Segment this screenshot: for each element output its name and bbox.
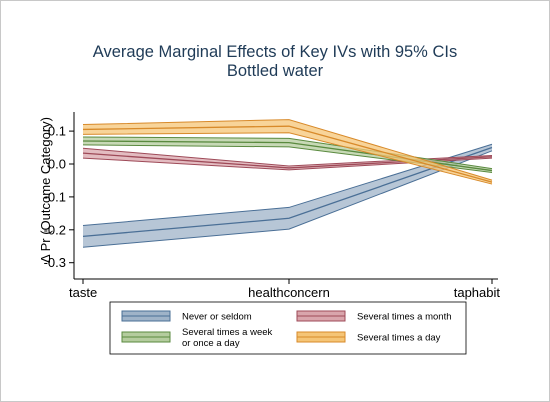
- y-tick-label: -0.1: [44, 189, 66, 204]
- chart-title: Average Marginal Effects of Key IVs with…: [93, 43, 457, 61]
- plot-area: [82, 119, 493, 248]
- legend-item-4: Several times a day: [296, 331, 441, 344]
- legend-label: Never or seldom: [182, 312, 252, 323]
- series-4: [82, 119, 493, 185]
- legend: Never or seldom Several times a month Seve…: [109, 301, 467, 355]
- ci-lower-line-series-1: [82, 150, 493, 248]
- y-tick-label: 0.1: [48, 124, 66, 139]
- chart-subtitle: Bottled water: [227, 62, 324, 80]
- y-tick-label: -0.3: [44, 255, 66, 270]
- ci-band-series-3: [83, 137, 492, 173]
- legend-item-2: Several times a month: [296, 310, 452, 323]
- legend-label: or once a day: [182, 338, 240, 349]
- ci-lower-line-series-4: [82, 132, 493, 185]
- legend-label: Several times a week: [182, 327, 273, 338]
- ci-band-series-1: [83, 144, 492, 248]
- estimate-line-series-4: [82, 125, 493, 183]
- ci-upper-line-series-4: [82, 119, 493, 181]
- estimate-line-series-1: [82, 146, 493, 238]
- y-tick-label: 0.0: [48, 157, 66, 172]
- x-tick-label: healthconcern: [248, 285, 330, 300]
- y-tick-label: -0.2: [44, 222, 66, 237]
- y-axis-label: Δ Pr (Outcome Category): [38, 117, 53, 263]
- legend-item-1: Never or seldom: [121, 310, 252, 323]
- legend-box: [109, 301, 467, 355]
- legend-label: Several times a month: [357, 312, 452, 323]
- legend-label: Several times a day: [357, 333, 441, 344]
- x-tick-label: taphabit: [454, 285, 501, 300]
- ci-upper-line-series-3: [82, 136, 493, 170]
- x-tick-label: taste: [69, 285, 97, 300]
